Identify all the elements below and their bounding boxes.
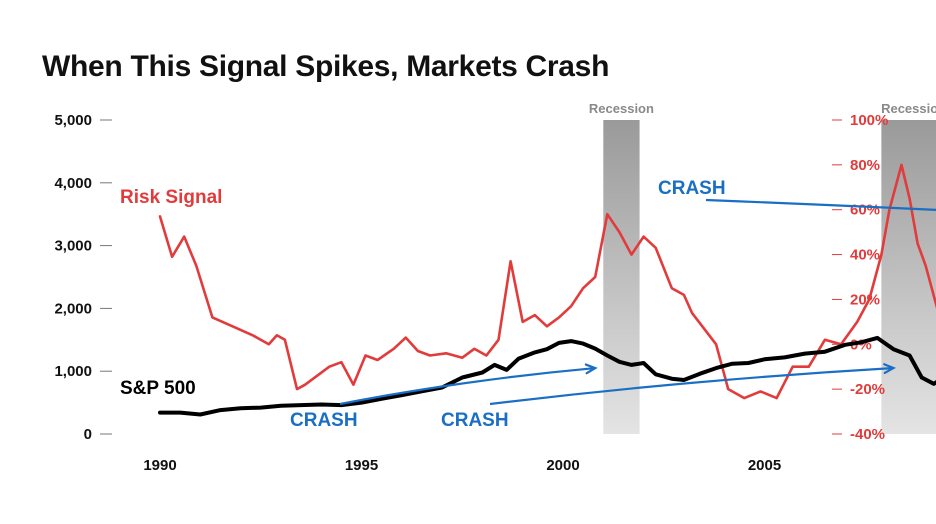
x-axis-tick-label: 1990 bbox=[143, 457, 176, 474]
right-axis-tick-label: -40% bbox=[850, 426, 885, 443]
right-axis-tick-label: 60% bbox=[850, 202, 880, 219]
x-axis-tick-label: 1995 bbox=[345, 457, 378, 474]
left-axis-tick-label: 5,000 bbox=[54, 112, 92, 129]
crash-arrow-head bbox=[584, 363, 598, 375]
left-axis-tick-label: 1,000 bbox=[54, 363, 92, 380]
crash-arrow-head bbox=[883, 363, 896, 375]
x-axis-tick-label: 2005 bbox=[748, 457, 781, 474]
crash-annotation: CRASH bbox=[290, 410, 358, 431]
crash-annotation: CRASH bbox=[441, 410, 509, 431]
risk-signal-label: Risk Signal bbox=[120, 187, 222, 208]
chart-title: When This Signal Spikes, Markets Crash bbox=[42, 50, 610, 83]
right-axis-tick-label: 100% bbox=[850, 112, 888, 129]
recession-label: Recession bbox=[589, 101, 654, 116]
x-axis-tick-label: 2000 bbox=[546, 457, 579, 474]
recession-band bbox=[603, 120, 640, 434]
crash-arrow bbox=[339, 366, 596, 406]
left-axis-tick-label: 0 bbox=[84, 426, 92, 443]
sp500-label: S&P 500 bbox=[120, 378, 196, 399]
crash-arrow bbox=[489, 366, 894, 406]
left-axis-tick-label: 3,000 bbox=[54, 238, 92, 255]
crash-annotation: CRASH bbox=[658, 178, 726, 199]
left-axis-tick-label: 2,000 bbox=[54, 300, 92, 317]
right-axis-tick-label: 20% bbox=[850, 291, 880, 308]
right-axis-tick-label: -20% bbox=[850, 381, 885, 398]
right-axis-tick-label: 80% bbox=[850, 157, 880, 174]
recession-label: Recession bbox=[881, 101, 936, 116]
left-axis-tick-label: 4,000 bbox=[54, 175, 92, 192]
risk-signal-line bbox=[158, 163, 936, 400]
sp500-line bbox=[158, 335, 936, 417]
right-axis-tick-label: 40% bbox=[850, 247, 880, 264]
crash-arrow bbox=[705, 198, 936, 211]
